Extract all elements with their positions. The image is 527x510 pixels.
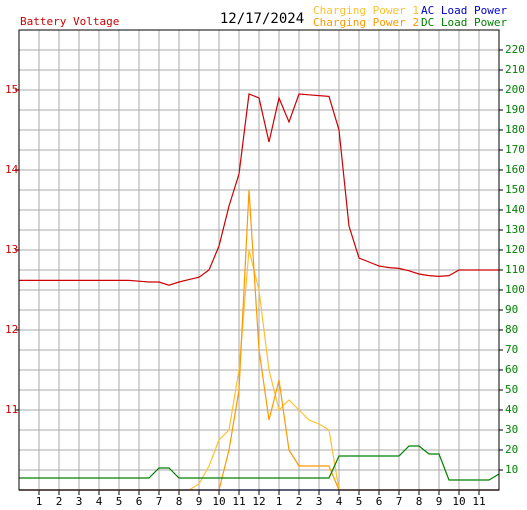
legend-entry: AC Load Power [421,4,507,17]
y2-tick-label: 180 [505,123,525,136]
x-tick-label: 1 [276,495,283,508]
y2-tick-label: 220 [505,43,525,56]
x-tick-label: 9 [436,495,443,508]
y-tick-label: 15 [5,83,18,96]
legend-entry: Charging Power 1 [313,4,419,17]
y2-tick-label: 80 [505,323,518,336]
y2-tick-label: 120 [505,243,525,256]
x-tick-label: 10 [212,495,225,508]
y2-tick-label: 60 [505,363,518,376]
y-tick-label: 11 [5,403,18,416]
y2-tick-label: 50 [505,383,518,396]
y-axis-label: Battery Voltage [20,15,119,28]
grid: 1 2 3 4 5 6 7 8 9 10 11 12 1 2 3 4 5 6 7 8 9 10 11102030405060… [5,30,525,508]
y2-tick-label: 10 [505,463,518,476]
legend-entry: Charging Power 2 [313,16,419,29]
x-tick-label: 5 [116,495,123,508]
x-tick-label: 5 [356,495,363,508]
y2-tick-label: 210 [505,63,525,76]
x-tick-label: 1 [36,495,43,508]
y2-tick-label: 150 [505,183,525,196]
x-tick-label: 4 [96,495,103,508]
x-tick-label: 3 [76,495,83,508]
x-tick-label: 6 [376,495,383,508]
x-tick-label: 2 [296,495,303,508]
y2-tick-label: 140 [505,203,525,216]
x-tick-label: 12 [252,495,265,508]
x-tick-label: 2 [56,495,63,508]
y2-tick-label: 40 [505,403,518,416]
y2-tick-label: 20 [505,443,518,456]
y2-tick-label: 90 [505,303,518,316]
series-line [19,93,499,286]
x-tick-label: 10 [452,495,465,508]
x-tick-label: 11 [232,495,245,508]
y2-tick-label: 30 [505,423,518,436]
x-tick-label: 3 [316,495,323,508]
legend-entry: DC Load Power [421,16,507,29]
y2-tick-label: 170 [505,143,525,156]
y2-tick-label: 70 [505,343,518,356]
y-tick-label: 12 [5,323,18,336]
x-tick-label: 9 [196,495,203,508]
y2-tick-label: 200 [505,83,525,96]
plot-border [18,29,500,491]
x-tick-label: 11 [472,495,485,508]
x-tick-label: 4 [336,495,343,508]
y2-tick-label: 130 [505,223,525,236]
series-line [19,445,500,481]
chart-title: 12/17/2024 [220,11,304,27]
x-tick-label: 7 [156,495,163,508]
y2-tick-label: 100 [505,283,525,296]
x-tick-label: 8 [416,495,423,508]
y2-tick-label: 110 [505,263,525,276]
y2-tick-label: 160 [505,163,525,176]
x-tick-label: 8 [176,495,183,508]
x-tick-label: 6 [136,495,143,508]
y2-tick-label: 190 [505,103,525,116]
y-tick-label: 14 [5,163,19,176]
x-tick-label: 7 [396,495,403,508]
y-tick-label: 13 [5,243,18,256]
